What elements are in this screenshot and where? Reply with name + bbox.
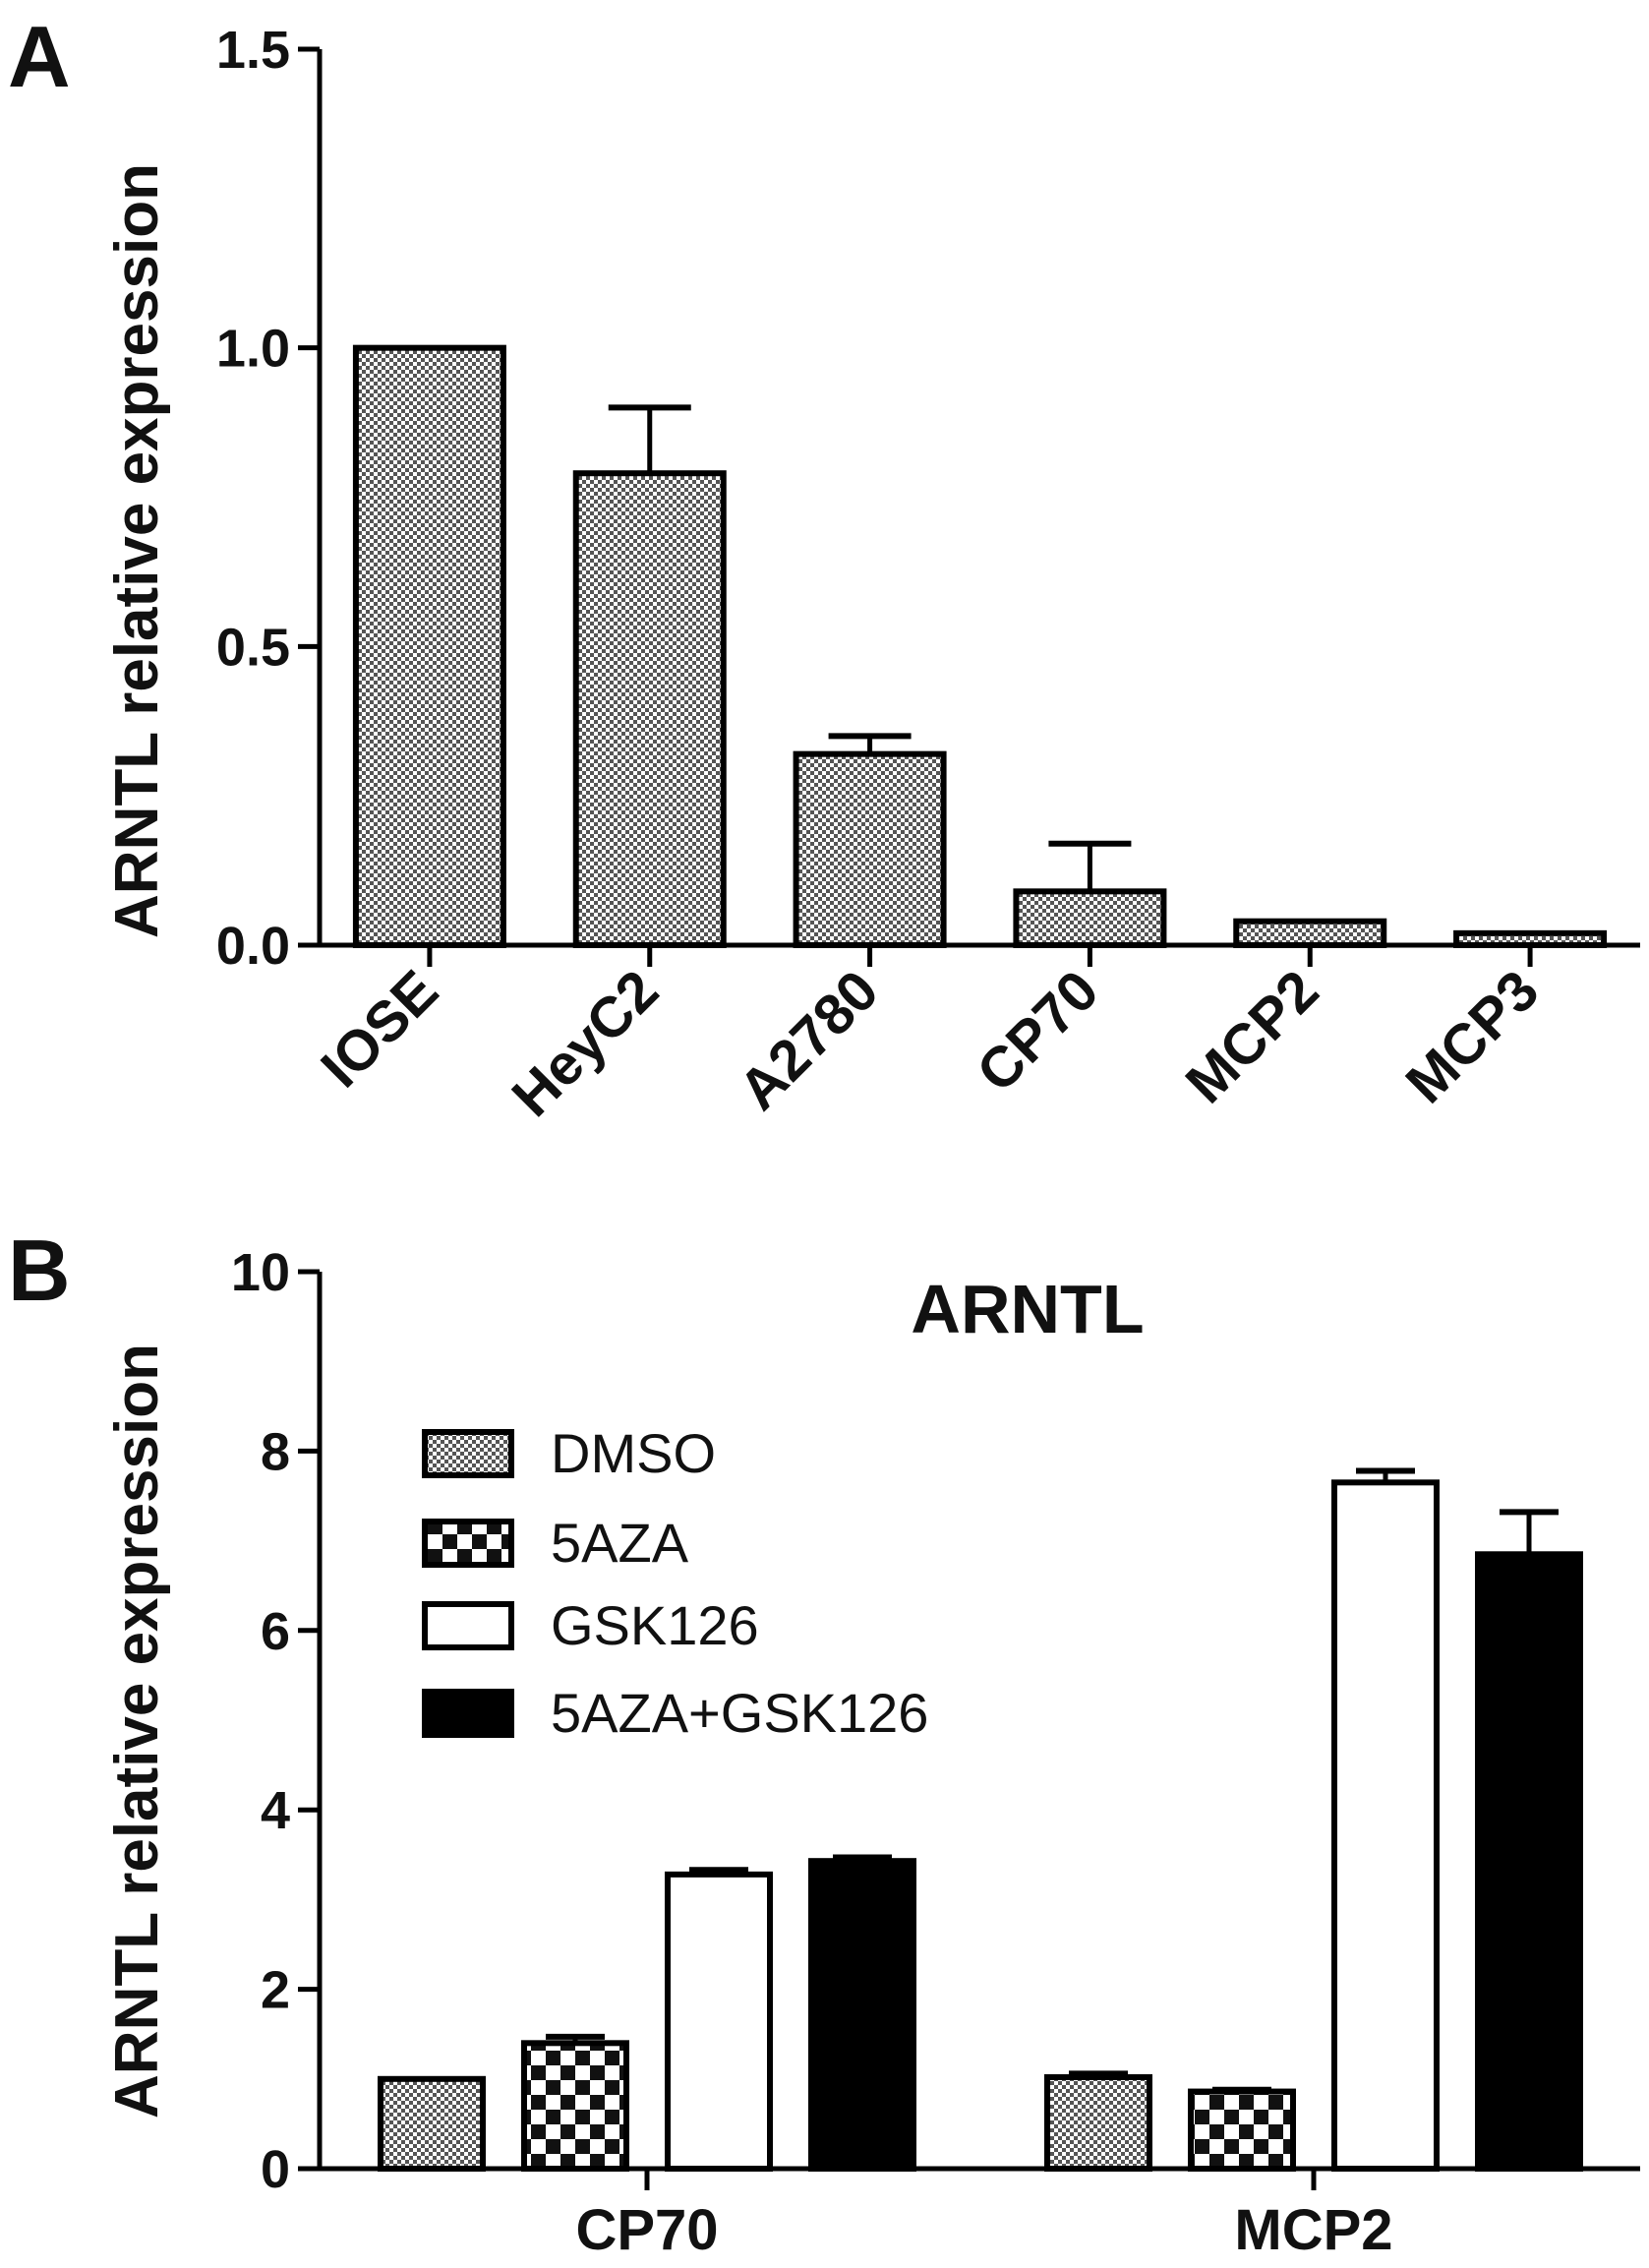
x-tick-label-a2780: A2780 [727,958,891,1122]
bar-iose [352,344,506,948]
panel-a-category-labels: IOSE HeyC2 A2780 CP70 MCP2 MCP3 [309,945,1551,1129]
x-tick-label-cp70: CP70 [965,958,1111,1104]
bar-cp70-5aza-gsk126 [808,1858,916,2172]
y-tick-label: 8 [261,1422,290,1481]
y-tick-label: 0.5 [216,618,290,677]
x-tick-label-cp70: CP70 [575,2198,718,2262]
panel-b-chart-title: ARNTL [911,1271,1144,1347]
y-tick-label: 6 [261,1602,290,1661]
bar-cp70 [1013,888,1167,949]
panel-a-y-ticks: 0.0 0.5 1.0 1.5 [216,21,320,976]
bar-mcp2-dmso [1044,2073,1152,2173]
panel-a-y-axis-label: ARNTL relative expression [103,163,171,938]
y-tick-label: 0 [261,2140,290,2199]
panel-b-legend: DMSO 5AZA GSK126 5AZA+GSK126 [422,1422,928,1744]
legend-swatch-5aza-gsk126 [422,1689,514,1738]
y-tick-label: 0.0 [216,917,290,976]
legend-swatch-gsk126 [422,1601,514,1650]
y-tick-label: 1.0 [216,320,290,379]
legend-label-dmso: DMSO [551,1422,716,1484]
bar-a2780 [793,750,947,948]
bar-cp70-5aza [521,2040,629,2173]
panel-b-y-ticks: 0 2 4 6 8 10 [231,1243,320,2199]
y-tick-label: 4 [261,1781,290,1840]
panel-letter-a: A [8,8,71,105]
panel-letter-b: B [8,1222,71,1319]
legend-label-gsk126: GSK126 [551,1594,759,1656]
bar-mcp2-5aza-gsk126 [1475,1551,1583,2172]
panel-b: B ARNTL relative expression ARNTL 0 2 4 6 8 1… [8,1222,1640,2262]
legend-label-5aza-gsk126: 5AZA+GSK126 [551,1682,928,1744]
panel-a-bars [352,344,1608,949]
bar-mcp2-gsk126 [1331,1479,1440,2172]
panel-a: A ARNTL relative expression 0.0 0.5 1.0 1.5… [8,8,1640,1129]
bar-cp70-dmso [378,2075,486,2173]
legend-swatch-dmso [422,1429,514,1478]
panel-b-bars [378,1467,1583,2173]
legend-swatch-5aza [422,1519,514,1568]
panel-b-category-labels: CP70 MCP2 [575,2169,1393,2262]
y-tick-label: 1.5 [216,21,290,80]
x-tick-label-iose: IOSE [309,958,450,1100]
x-tick-label-heyc2: HeyC2 [500,958,671,1129]
y-tick-label: 2 [261,1961,290,2020]
bar-mcp2-5aza [1188,2088,1296,2173]
panel-b-y-axis-label: ARNTL relative expression [103,1343,171,2119]
bar-mcp2 [1233,918,1387,948]
y-tick-label: 10 [231,1243,290,1302]
legend-label-5aza: 5AZA [551,1512,689,1574]
bar-heyc2 [572,470,727,948]
x-tick-label-mcp2: MCP2 [1174,958,1331,1115]
x-tick-label-mcp3: MCP3 [1393,958,1551,1115]
x-tick-label-mcp2: MCP2 [1234,2198,1392,2262]
bar-cp70-gsk126 [665,1871,773,2172]
